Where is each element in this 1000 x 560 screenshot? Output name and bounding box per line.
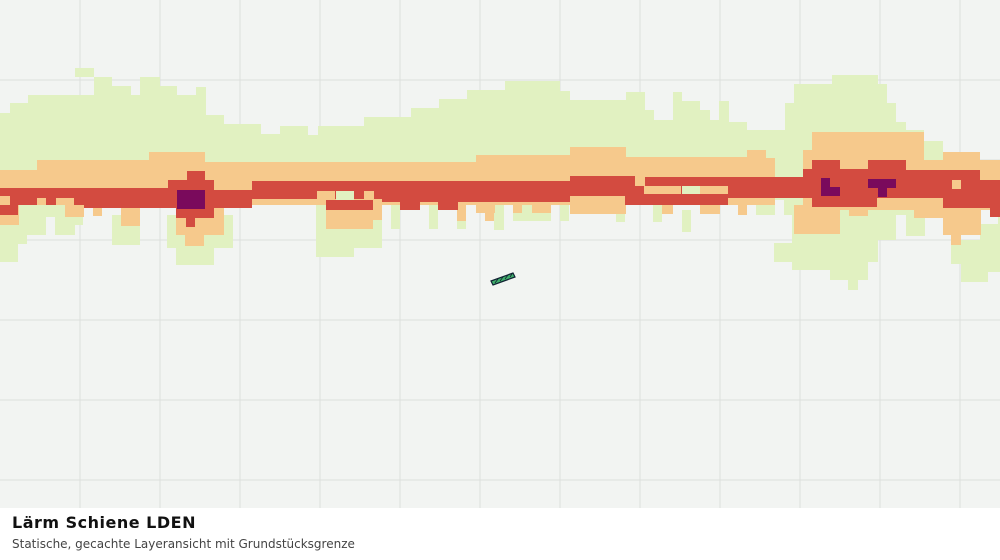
noise-zone-low-gaps	[336, 186, 700, 200]
noise-zone-very-high	[177, 178, 896, 209]
noise-zone-high	[0, 160, 1000, 227]
noise-zone-medium-gaps	[0, 180, 961, 205]
map	[0, 0, 1000, 508]
parcel-boundary	[490, 272, 516, 286]
footer: Lärm Schiene LDEN Statische, gecachte La…	[0, 508, 1000, 560]
map-subtitle: Statische, gecachte Layeransicht mit Gru…	[12, 537, 355, 551]
map-title: Lärm Schiene LDEN	[12, 513, 196, 532]
